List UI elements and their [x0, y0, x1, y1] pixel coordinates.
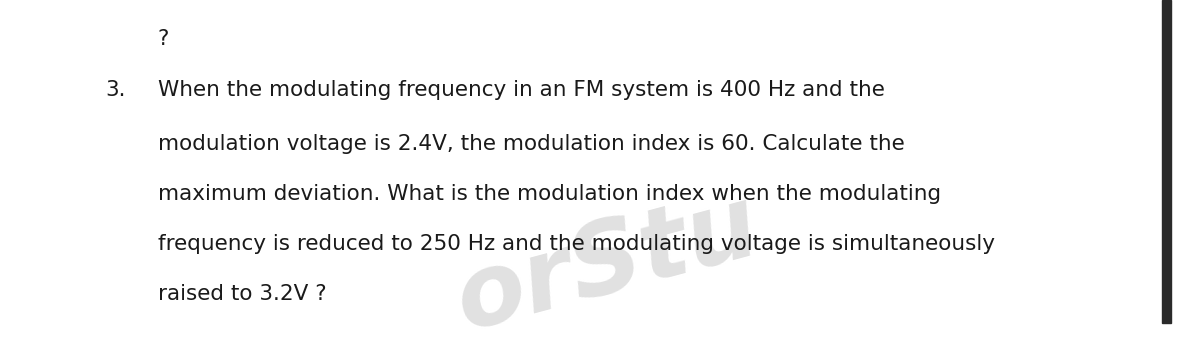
Text: orStu: orStu [445, 178, 769, 352]
Bar [1162, 0, 1171, 323]
Text: ?: ? [157, 29, 169, 49]
Text: maximum deviation. What is the modulation index when the modulating: maximum deviation. What is the modulatio… [157, 184, 941, 204]
Text: 3.: 3. [106, 80, 126, 100]
Text: When the modulating frequency in an FM system is 400 Hz and the: When the modulating frequency in an FM s… [157, 80, 884, 100]
Text: modulation voltage is 2.4V, the modulation index is 60. Calculate the: modulation voltage is 2.4V, the modulati… [157, 134, 905, 154]
Text: raised to 3.2V ?: raised to 3.2V ? [157, 284, 326, 304]
Text: frequency is reduced to 250 Hz and the modulating voltage is simultaneously: frequency is reduced to 250 Hz and the m… [157, 234, 995, 254]
